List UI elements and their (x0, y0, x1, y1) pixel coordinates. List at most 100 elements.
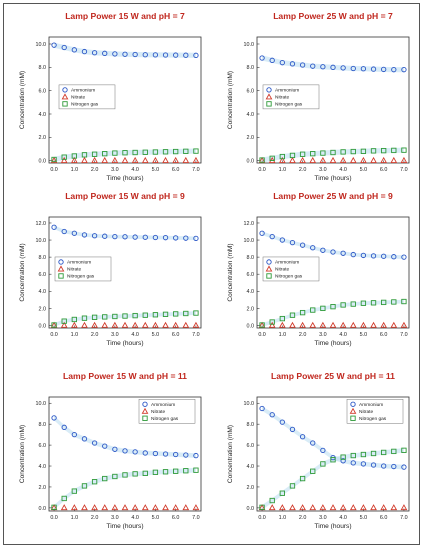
data-point-nitrate (192, 504, 200, 511)
y-tick-label: 0.0 (39, 323, 47, 329)
data-point-ammonium (81, 232, 88, 238)
data-point-nitrogen-gas (360, 148, 367, 154)
y-tick-label: 2.0 (39, 135, 47, 141)
data-point-nitrogen-gas (350, 148, 356, 155)
y-tick-label: 4.0 (247, 112, 255, 118)
legend-box (58, 84, 116, 110)
y-tick-label: 4.0 (39, 464, 47, 470)
data-point-ammonium (340, 250, 346, 256)
data-point-nitrogen-gas (330, 457, 336, 463)
data-point-nitrate (278, 321, 286, 328)
legend-marker-nitrogen-gas (62, 101, 68, 107)
x-tick-label: 3.0 (111, 332, 119, 338)
data-point-nitrate (152, 321, 159, 328)
data-point-nitrate (60, 504, 68, 511)
x-tick-label: 5.0 (360, 167, 368, 173)
chart-title: Lamp Power 15 W and pH = 9 (65, 191, 185, 201)
y-tick-label: 0.0 (247, 506, 255, 512)
data-point-nitrogen-gas (61, 318, 67, 324)
data-point-ammonium (152, 52, 159, 58)
data-point-nitrogen-gas (259, 322, 265, 328)
data-point-nitrate (370, 504, 377, 511)
data-point-nitrogen-gas (279, 153, 285, 160)
data-point-nitrate (182, 504, 190, 511)
data-point-nitrogen-gas (401, 147, 407, 153)
y-tick-label: 4.0 (247, 289, 255, 295)
series-ammonium (51, 224, 199, 241)
band-ammonium (54, 42, 196, 58)
legend-marker-ammonium (58, 259, 64, 265)
data-point-ammonium (269, 233, 275, 240)
data-point-ammonium (51, 42, 57, 48)
band-nitrogen-gas (262, 299, 404, 327)
data-point-nitrogen-gas (173, 468, 179, 474)
data-point-nitrogen-gas (183, 148, 189, 154)
data-point-nitrate (70, 504, 78, 511)
data-point-nitrogen-gas (112, 313, 118, 320)
data-point-ammonium (350, 251, 356, 258)
data-point-nitrogen-gas (142, 312, 148, 318)
data-point-ammonium (350, 65, 356, 72)
data-point-ammonium (91, 440, 98, 446)
data-point-nitrate (131, 156, 139, 163)
data-point-nitrogen-gas (81, 483, 88, 489)
legend-marker-nitrogen-gas (266, 273, 272, 279)
data-point-nitrate (349, 156, 357, 163)
y-tick-label: 8.0 (39, 255, 47, 261)
legend-marker-nitrate (265, 265, 273, 272)
data-point-ammonium (132, 234, 138, 240)
y-tick-label: 0.0 (247, 159, 255, 165)
data-point-ammonium (173, 235, 179, 241)
data-point-ammonium (381, 66, 387, 73)
data-point-nitrate (141, 504, 149, 511)
data-point-nitrate (380, 321, 388, 328)
data-point-ammonium (142, 52, 148, 58)
data-point-nitrate (309, 156, 317, 163)
series-nitrogen-gas (51, 310, 199, 328)
legend-marker-ammonium (62, 87, 68, 93)
data-point-nitrate (60, 156, 68, 163)
x-tick-label: 3.0 (111, 167, 119, 173)
data-point-nitrogen-gas (91, 314, 98, 320)
data-point-nitrogen-gas (330, 149, 336, 156)
band-nitrogen-gas (262, 147, 404, 163)
x-tick-label: 1.0 (71, 167, 79, 173)
data-point-ammonium (299, 434, 306, 440)
data-point-ammonium (259, 55, 265, 61)
data-point-ammonium (162, 451, 169, 457)
data-point-nitrogen-gas (350, 452, 356, 459)
data-point-nitrate (172, 504, 180, 511)
data-point-nitrate (81, 321, 88, 328)
data-point-nitrate (289, 321, 296, 328)
chart-panel-3: Lamp Power 15 W and pH = 9 0.0 1.0 2.0 3.0 4.… (19, 191, 202, 347)
figure-panels: Lamp Power 15 W and pH = 7 0.0 1.0 2.0 3.0 4.… (19, 11, 410, 530)
legend-label-ammonium: Ammonium (275, 88, 299, 94)
x-tick-label: 7.0 (192, 332, 200, 338)
data-point-nitrogen-gas (162, 311, 169, 317)
data-point-nitrogen-gas (279, 490, 285, 496)
data-point-nitrate (309, 321, 317, 328)
data-point-nitrogen-gas (381, 147, 387, 154)
data-point-nitrogen-gas (162, 469, 169, 475)
data-point-ammonium (51, 224, 57, 230)
data-point-ammonium (310, 63, 316, 69)
data-point-ammonium (391, 67, 397, 73)
data-point-nitrogen-gas (310, 468, 316, 474)
data-point-nitrogen-gas (289, 483, 296, 489)
data-point-nitrate (299, 156, 306, 163)
data-point-nitrogen-gas (340, 302, 346, 308)
legend-label-nitrogen-gas: Nitrogen gas (275, 102, 303, 108)
data-point-nitrate (131, 504, 139, 511)
data-point-nitrogen-gas (183, 310, 189, 317)
data-point-ammonium (61, 228, 67, 235)
data-point-nitrogen-gas (112, 473, 118, 480)
y-tick-label: 4.0 (39, 112, 47, 118)
data-point-nitrogen-gas (71, 316, 77, 323)
chart-title: Lamp Power 25 W and pH = 11 (271, 371, 395, 381)
x-axis-label: Time (hours) (314, 523, 351, 530)
data-point-nitrogen-gas (350, 301, 356, 307)
data-point-ammonium (61, 424, 67, 430)
legend-marker-ammonium (142, 401, 148, 407)
